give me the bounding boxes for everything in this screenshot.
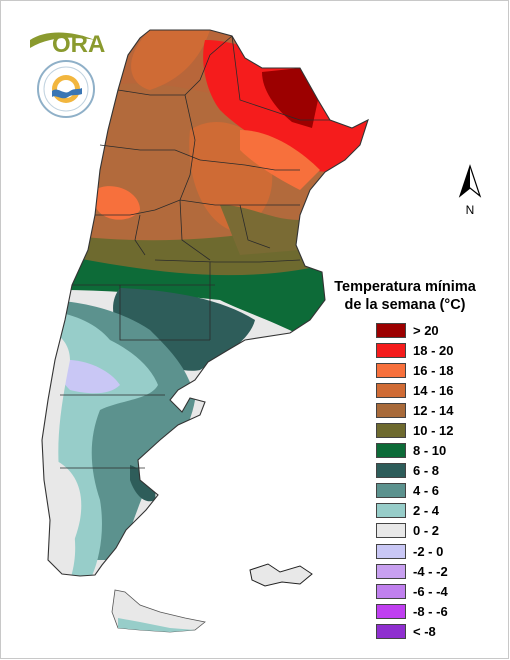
legend-label: 8 - 10 xyxy=(413,443,447,459)
legend: > 20 18 - 20 16 - 18 14 - 16 12 - 14 10 - 12 8… xyxy=(376,320,453,642)
legend-item: 14 - 16 xyxy=(376,380,453,400)
legend-item: -4 - -2 xyxy=(376,561,453,581)
malvinas-islands xyxy=(249,563,313,587)
legend-title-line1: Temperatura mínima xyxy=(334,279,476,295)
legend-swatch xyxy=(376,423,406,439)
legend-swatch xyxy=(376,463,406,479)
legend-item: 0 - 2 xyxy=(376,521,453,541)
legend-item: -6 - -4 xyxy=(376,581,453,601)
legend-swatch xyxy=(376,443,406,459)
legend-label: 10 - 12 xyxy=(413,423,454,439)
legend-item: 4 - 6 xyxy=(376,481,453,501)
legend-item: 18 - 20 xyxy=(376,340,453,360)
legend-item: -8 - -6 xyxy=(376,601,453,621)
legend-title: Temperatura mínima de la semana (°C) xyxy=(320,278,490,314)
legend-label: -8 - -6 xyxy=(413,603,448,619)
legend-swatch xyxy=(376,503,406,519)
legend-item: 2 - 4 xyxy=(376,501,453,521)
legend-swatch xyxy=(376,362,406,378)
legend-label: 2 - 4 xyxy=(413,503,440,519)
legend-title-line2: de la semana (°C) xyxy=(344,297,466,313)
legend-label: -6 - -4 xyxy=(413,583,448,599)
legend-label: 16 - 18 xyxy=(413,362,454,378)
svg-text:ORA: ORA xyxy=(52,31,105,58)
legend-label: > 20 xyxy=(413,322,439,338)
legend-label: 4 - 6 xyxy=(413,483,440,499)
legend-swatch xyxy=(376,543,406,559)
legend-item: > 20 xyxy=(376,320,453,340)
svg-text:N: N xyxy=(466,203,475,217)
smn-logo xyxy=(37,60,95,118)
legend-item: 8 - 10 xyxy=(376,441,453,461)
legend-item: 10 - 12 xyxy=(376,420,453,440)
legend-item: 6 - 8 xyxy=(376,461,453,481)
legend-label: 14 - 16 xyxy=(413,382,454,398)
legend-label: 6 - 8 xyxy=(413,463,440,479)
legend-label: < -8 xyxy=(413,623,436,639)
legend-item: 16 - 18 xyxy=(376,360,453,380)
ora-logo: ORA xyxy=(30,31,105,58)
legend-swatch xyxy=(376,523,406,539)
legend-label: 12 - 14 xyxy=(413,402,454,418)
legend-swatch xyxy=(376,382,406,398)
north-arrow-icon: N xyxy=(458,164,482,217)
province-borders xyxy=(60,35,330,469)
legend-label: -4 - -2 xyxy=(413,563,448,579)
legend-swatch xyxy=(376,603,406,619)
legend-swatch xyxy=(376,563,406,579)
legend-swatch xyxy=(376,322,406,338)
legend-swatch xyxy=(376,342,406,358)
legend-label: 18 - 20 xyxy=(413,342,454,358)
legend-item: 12 - 14 xyxy=(376,400,453,420)
legend-swatch xyxy=(376,623,406,639)
legend-swatch xyxy=(376,483,406,499)
legend-item: < -8 xyxy=(376,621,453,641)
legend-swatch xyxy=(376,583,406,599)
legend-label: -2 - 0 xyxy=(413,543,444,559)
country-outline xyxy=(41,29,369,577)
legend-swatch xyxy=(376,402,406,418)
legend-item: -2 - 0 xyxy=(376,541,453,561)
legend-label: 0 - 2 xyxy=(413,523,440,539)
